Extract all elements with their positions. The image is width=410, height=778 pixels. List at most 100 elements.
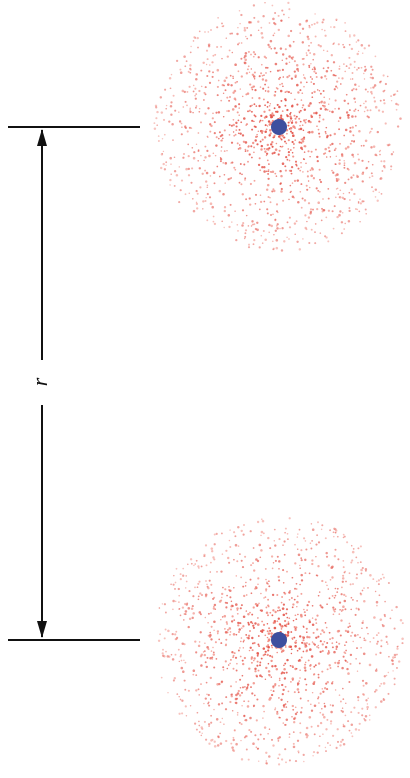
- electron-dot: [174, 185, 176, 187]
- electron-dot: [224, 615, 227, 618]
- electron-dot: [260, 72, 262, 74]
- electron-dot: [346, 111, 348, 113]
- electron-dot: [339, 601, 341, 603]
- electron-dot: [264, 726, 266, 728]
- electron-dot: [288, 139, 290, 141]
- electron-dot: [207, 58, 209, 60]
- electron-dot: [343, 167, 345, 169]
- electron-dot: [353, 174, 355, 176]
- electron-dot: [278, 29, 280, 31]
- electron-dot: [344, 100, 346, 102]
- electron-dot: [263, 647, 266, 650]
- electron-dot: [284, 663, 286, 665]
- electron-dot: [248, 668, 250, 670]
- electron-dot: [283, 604, 285, 606]
- electron-dot: [199, 167, 201, 169]
- electron-dot: [209, 634, 212, 637]
- electron-dot: [283, 76, 285, 78]
- electron-dot: [198, 111, 200, 113]
- electron-dot: [299, 565, 300, 566]
- electron-dot: [309, 716, 312, 719]
- electron-dot: [297, 740, 299, 742]
- electron-dot: [212, 647, 213, 648]
- electron-dot: [314, 13, 315, 14]
- electron-dot: [218, 80, 220, 82]
- electron-dot: [285, 706, 287, 708]
- electron-dot: [231, 695, 233, 697]
- electron-dot: [274, 665, 276, 667]
- electron-dot: [349, 572, 351, 574]
- electron-dot: [190, 127, 192, 129]
- electron-dot: [275, 560, 277, 562]
- electron-dot: [301, 142, 303, 144]
- electron-dot: [320, 181, 322, 183]
- electron-dot: [295, 706, 297, 708]
- electron-dot: [324, 108, 327, 111]
- electron-dot: [235, 657, 237, 659]
- electron-dot: [211, 61, 213, 63]
- electron-dot: [365, 88, 367, 90]
- electron-dot: [282, 53, 284, 55]
- electron-dot: [299, 125, 301, 127]
- electron-dot: [279, 678, 281, 680]
- electron-dot: [240, 740, 241, 741]
- electron-dot: [361, 44, 364, 47]
- electron-dot: [204, 146, 206, 148]
- electron-dot: [396, 654, 398, 656]
- electron-dot: [259, 209, 261, 211]
- electron-dot: [196, 207, 198, 209]
- electron-dot: [200, 121, 202, 123]
- electron-dot: [382, 625, 385, 628]
- electron-dot: [264, 151, 266, 153]
- electron-dot: [343, 46, 345, 48]
- electron-dot: [272, 170, 275, 173]
- electron-dot: [301, 148, 303, 150]
- electron-dot: [241, 173, 243, 175]
- electron-dot: [339, 210, 341, 212]
- electron-dot: [247, 150, 249, 152]
- electron-dot: [399, 117, 402, 120]
- electron-dot: [259, 121, 260, 122]
- electron-dot: [314, 733, 316, 735]
- electron-dot: [200, 70, 202, 72]
- electron-dot: [357, 562, 359, 564]
- electron-dot: [326, 688, 328, 690]
- electron-dot: [311, 92, 313, 94]
- electron-dot: [324, 687, 326, 689]
- electron-dot: [246, 123, 248, 125]
- electron-dot: [353, 548, 355, 550]
- electron-dot: [241, 723, 243, 725]
- electron-dot: [284, 724, 286, 726]
- electron-dot: [245, 585, 247, 587]
- electron-dot: [180, 189, 182, 191]
- electron-dot: [376, 643, 378, 645]
- electron-dot: [176, 693, 178, 695]
- electron-dot: [276, 175, 278, 177]
- electron-dot: [243, 524, 245, 526]
- electron-dot: [372, 164, 374, 166]
- electron-dot: [206, 219, 208, 221]
- electron-dot: [319, 45, 321, 47]
- electron-dot: [186, 715, 187, 716]
- electron-dot: [254, 734, 256, 736]
- electron-dot: [288, 122, 290, 124]
- electron-dot: [173, 95, 175, 97]
- electron-dot: [214, 223, 216, 225]
- electron-dot: [259, 662, 261, 664]
- electron-dot: [270, 171, 272, 173]
- electron-dot: [304, 151, 306, 153]
- electron-dot: [306, 20, 307, 21]
- electron-dot: [320, 640, 322, 642]
- electron-dot: [181, 123, 183, 125]
- electron-dot: [221, 150, 222, 151]
- electron-dot: [243, 141, 245, 143]
- electron-dot: [305, 548, 307, 550]
- electron-dot: [306, 727, 309, 730]
- electron-dot: [323, 153, 325, 155]
- electron-dot: [257, 623, 260, 626]
- electron-dot: [300, 593, 302, 595]
- electron-dot: [288, 691, 290, 693]
- electron-dot: [188, 607, 191, 610]
- electron-dot: [213, 620, 216, 623]
- electron-dot: [296, 64, 299, 67]
